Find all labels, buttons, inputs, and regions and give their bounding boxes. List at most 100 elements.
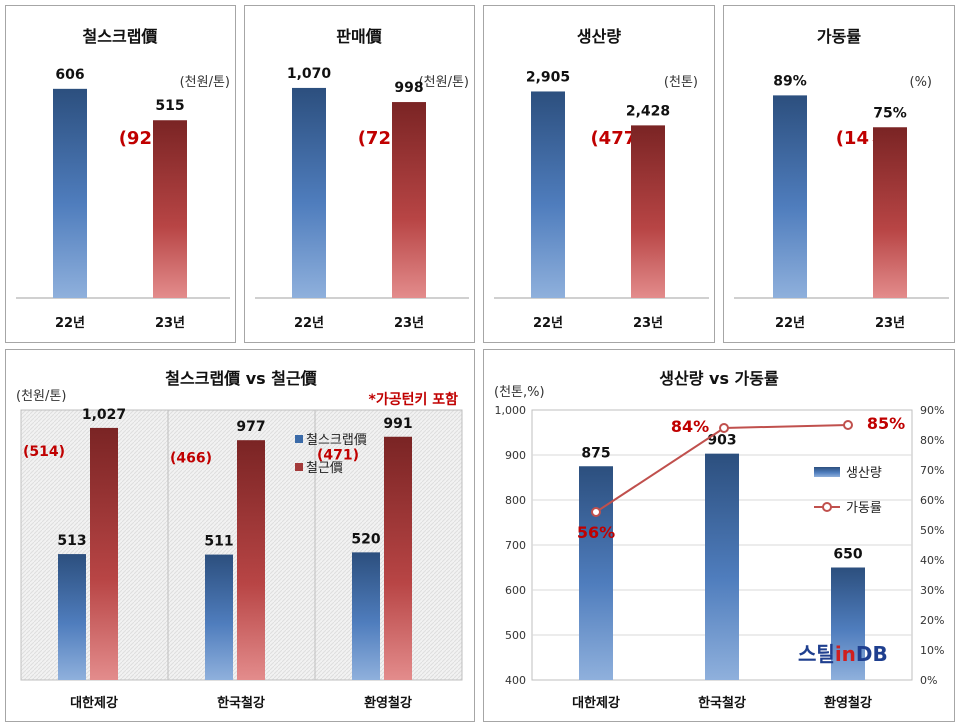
y2-tick-label: 0% bbox=[920, 674, 937, 687]
legend: 철스크랩價 철근價 bbox=[295, 433, 367, 476]
production-bar bbox=[579, 466, 613, 680]
bar-22 bbox=[531, 91, 565, 298]
category-22: 22년 bbox=[533, 316, 563, 331]
production-value-label: 875 bbox=[581, 445, 610, 461]
difference-label: (514) bbox=[23, 444, 65, 460]
utilization-chart: 가동률 (%) (14↓) 89% 75% 22년 23년 bbox=[734, 27, 949, 331]
bar-22 bbox=[773, 95, 807, 298]
y2-tick-label: 80% bbox=[920, 434, 944, 447]
legend-label-production: 생산량 bbox=[846, 466, 882, 481]
category-label: 환영철강 bbox=[364, 695, 412, 711]
value-label-22: 1,070 bbox=[287, 66, 332, 82]
utilization-marker bbox=[719, 423, 729, 433]
y2-tick-label: 50% bbox=[920, 524, 944, 537]
category-23: 23년 bbox=[155, 316, 185, 331]
rebar-bar bbox=[237, 440, 265, 680]
y-tick-label: 1,000 bbox=[495, 404, 527, 417]
y2-tick-label: 90% bbox=[920, 404, 944, 417]
unit-label: (천원/톤) bbox=[16, 389, 66, 404]
difference-label: (471) bbox=[317, 448, 359, 464]
production-bar bbox=[831, 567, 865, 680]
utilization-marker bbox=[843, 420, 853, 430]
legend-label-rebar: 철근價 bbox=[306, 461, 343, 476]
value-label-23: 2,428 bbox=[626, 103, 670, 119]
unit-label: (천원/톤) bbox=[419, 75, 469, 90]
scrap-bar bbox=[205, 554, 233, 680]
unit-label: (%) bbox=[910, 75, 933, 90]
category-label: 환영철강 bbox=[824, 695, 872, 711]
value-label-23: 75% bbox=[873, 105, 907, 121]
line-series: 56% 84% 85% bbox=[577, 414, 905, 542]
category-label: 한국철강 bbox=[217, 695, 265, 711]
production-value-label: 903 bbox=[707, 433, 736, 449]
y-tick-label: 800 bbox=[505, 494, 526, 507]
bar-group: 875 903 650 bbox=[579, 433, 865, 680]
logo: 스틸inDB bbox=[798, 642, 888, 666]
y-tick-label: 500 bbox=[505, 629, 526, 642]
rebar-bar bbox=[90, 427, 118, 680]
bar-group: 513 1,027 (514) 511 977 (466) 520 991 (471) bbox=[23, 407, 413, 680]
bar-23 bbox=[392, 102, 426, 299]
scrap-bar bbox=[58, 554, 86, 680]
scrap-value-label: 520 bbox=[351, 531, 380, 547]
logo-part-steel: 스틸 bbox=[798, 642, 835, 666]
production-vs-utilization-panel: 생산량 vs 가동률 (천톤,%) 1,000 900 800 700 600 500 40… bbox=[483, 349, 955, 722]
production-value-label: 650 bbox=[833, 547, 862, 563]
bar-22 bbox=[53, 88, 87, 298]
chart-title: 철스크랩價 vs 철근價 bbox=[165, 369, 317, 388]
category-23: 23년 bbox=[394, 316, 424, 331]
y2-tick-label: 10% bbox=[920, 644, 944, 657]
value-label-22: 606 bbox=[55, 67, 84, 83]
category-22: 22년 bbox=[55, 316, 85, 331]
y-axis-right: 90% 80% 70% 60% 50% 40% 30% 20% 10% 0% bbox=[920, 404, 944, 687]
value-label-22: 89% bbox=[773, 73, 807, 89]
panel-title: 가동률 bbox=[817, 27, 861, 46]
bar-23 bbox=[153, 120, 187, 298]
unit-label: (천톤) bbox=[664, 75, 698, 90]
rebar-value-label: 991 bbox=[383, 416, 412, 432]
scrap-vs-rebar-panel: 철스크랩價 vs 철근價 (천원/톤) *가공턴키 포함 513 1,027 (51… bbox=[5, 349, 475, 722]
legend: 생산량 가동률 bbox=[814, 466, 882, 516]
category-22: 22년 bbox=[775, 316, 805, 331]
legend-marker-utilization bbox=[822, 502, 832, 512]
unit-label: (천톤,%) bbox=[494, 385, 545, 400]
category-label: 한국철강 bbox=[698, 695, 746, 711]
production-chart: 생산량 (천톤) (477↓) 2,905 2,428 22년 23년 bbox=[494, 27, 709, 331]
sales-price-panel: 판매價 (천원/톤) (72↓) 1,070 998 22년 23년 bbox=[244, 5, 475, 343]
y2-tick-label: 60% bbox=[920, 494, 944, 507]
legend-label-utilization: 가동률 bbox=[846, 501, 882, 516]
y2-tick-label: 70% bbox=[920, 464, 944, 477]
logo-text: 스틸inDB bbox=[798, 642, 888, 666]
bar-22 bbox=[292, 87, 326, 298]
scrap-vs-rebar-chart: 철스크랩價 vs 철근價 (천원/톤) *가공턴키 포함 513 1,027 (51… bbox=[16, 369, 463, 711]
note-label: *가공턴키 포함 bbox=[369, 391, 459, 408]
category-label: 대한제강 bbox=[70, 695, 118, 711]
utilization-panel: 가동률 (%) (14↓) 89% 75% 22년 23년 bbox=[723, 5, 955, 343]
scrap-price-panel: 철스크랩價 (천원/톤) (92↓) 606 515 22년 23년 bbox=[5, 5, 236, 343]
y-axis-left: 1,000 900 800 700 600 500 400 bbox=[495, 404, 527, 687]
y-tick-label: 900 bbox=[505, 449, 526, 462]
rebar-value-label: 977 bbox=[236, 419, 265, 435]
panel-title: 판매價 bbox=[336, 27, 382, 46]
y2-tick-label: 20% bbox=[920, 614, 944, 627]
value-label-22: 2,905 bbox=[526, 69, 570, 85]
scrap-value-label: 513 bbox=[57, 533, 86, 549]
sales-price-chart: 판매價 (천원/톤) (72↓) 1,070 998 22년 23년 bbox=[255, 27, 469, 331]
category-23: 23년 bbox=[633, 316, 663, 331]
category-22: 22년 bbox=[294, 316, 324, 331]
scrap-price-chart: 철스크랩價 (천원/톤) (92↓) 606 515 22년 23년 bbox=[16, 27, 230, 331]
rebar-value-label: 1,027 bbox=[82, 407, 126, 423]
value-label-23: 515 bbox=[155, 98, 184, 114]
production-panel: 생산량 (천톤) (477↓) 2,905 2,428 22년 23년 bbox=[483, 5, 715, 343]
legend-label-scrap: 철스크랩價 bbox=[306, 433, 367, 448]
scrap-bar bbox=[352, 552, 380, 680]
y-tick-label: 700 bbox=[505, 539, 526, 552]
utilization-value-label: 56% bbox=[577, 523, 615, 542]
rebar-bar bbox=[384, 436, 412, 680]
utilization-marker bbox=[591, 507, 601, 517]
legend-swatch-production bbox=[814, 467, 840, 477]
panel-title: 철스크랩價 bbox=[83, 27, 159, 46]
production-bar bbox=[705, 453, 739, 680]
chart-title: 생산량 vs 가동률 bbox=[659, 369, 779, 388]
y-tick-label: 400 bbox=[505, 674, 526, 687]
